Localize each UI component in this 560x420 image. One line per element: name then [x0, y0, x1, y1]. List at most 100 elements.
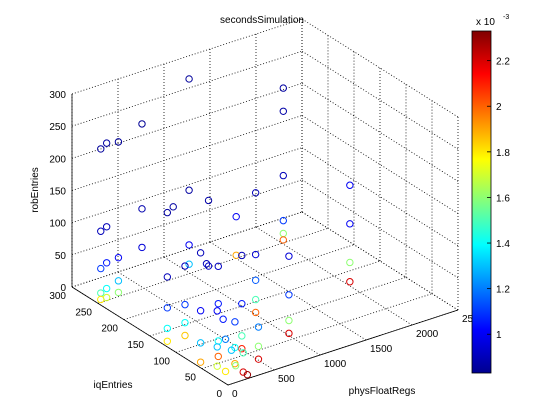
- scatter-point: [102, 293, 111, 302]
- grid-line: [71, 82, 303, 159]
- x-axis-label: physFloatRegs: [349, 386, 416, 397]
- scatter-point: [196, 307, 205, 315]
- scatter-point: [196, 358, 205, 366]
- scatter-point: [251, 295, 260, 304]
- scatter-points: [97, 75, 354, 379]
- scatter-point: [254, 355, 263, 363]
- scatter-point: [238, 345, 246, 353]
- scatter-point: [279, 229, 287, 238]
- grid-line: [301, 82, 459, 182]
- scatter-point: [279, 216, 287, 225]
- scatter-point: [221, 367, 230, 376]
- grid-line: [301, 179, 459, 279]
- x-tick-label: 0: [232, 389, 238, 400]
- scatter-point: [285, 252, 293, 260]
- scatter-point: [231, 318, 239, 326]
- scatter-point: [138, 243, 146, 252]
- z-tick-label: 150: [49, 187, 66, 198]
- colorbar: 1 1.2 1.4 1.6 1.8 2 2.2: [471, 30, 510, 374]
- y-tick-label: 300: [49, 291, 66, 302]
- y-tick-label: 250: [75, 307, 92, 318]
- scatter-point: [213, 307, 221, 315]
- scatter-point: [279, 171, 287, 180]
- scatter-point: [232, 251, 240, 259]
- scatter-point: [279, 236, 287, 244]
- scatter-point: [196, 339, 205, 347]
- colorbar-tick-label: 2.2: [496, 57, 510, 68]
- grid-line: [71, 50, 303, 127]
- grid: [71, 18, 459, 386]
- scatter-point: [114, 253, 123, 262]
- y-tick-label: 0: [216, 389, 222, 400]
- grid-line: [71, 211, 303, 288]
- scatter-point: [114, 277, 123, 285]
- y-tick-label: 150: [127, 340, 144, 351]
- z-tick-label: 250: [49, 122, 66, 133]
- scatter-point: [163, 304, 172, 312]
- scatter-point: [214, 262, 222, 271]
- scatter-point: [214, 299, 222, 308]
- scatter-point: [181, 318, 189, 327]
- scatter-point: [202, 260, 211, 268]
- scatter-point: [251, 189, 260, 197]
- x-tick-label: 500: [278, 374, 295, 385]
- scatter-point: [181, 300, 189, 309]
- grid-line: [301, 211, 459, 311]
- colorbar-tick-label: 2: [496, 102, 502, 113]
- grid-line: [301, 147, 459, 247]
- x-tick-label: 1500: [370, 344, 393, 355]
- z-axis-label: robEntries: [30, 167, 41, 213]
- scatter-point: [232, 212, 240, 221]
- scatter-point: [163, 273, 172, 281]
- scatter-point: [254, 323, 263, 331]
- axes: [71, 94, 459, 386]
- colorbar-tick-label: 1.6: [496, 193, 510, 204]
- scatter-point: [285, 329, 293, 338]
- grid-line: [71, 179, 303, 256]
- scatter-point: [251, 308, 260, 317]
- scatter-point: [231, 361, 240, 370]
- scatter-point: [238, 300, 246, 308]
- scatter-point: [97, 145, 105, 153]
- grid-line: [255, 226, 413, 326]
- grid-line: [301, 115, 459, 214]
- grid-line: [201, 293, 433, 370]
- x-tick-label: 2000: [416, 329, 439, 340]
- scatter-point: [254, 342, 263, 351]
- scatter-point: [97, 264, 105, 273]
- scatter-point: [227, 346, 236, 354]
- x-tick-label: 1000: [324, 359, 347, 370]
- z-tick-label: 100: [49, 219, 66, 230]
- scatter-point: [181, 262, 189, 270]
- scatter-point: [285, 316, 293, 325]
- colorbar-tick-label: 1.4: [496, 239, 510, 250]
- scatter-point: [204, 262, 213, 270]
- scatter-point: [185, 75, 193, 83]
- grid-line: [175, 276, 407, 353]
- scatter-point: [185, 241, 193, 249]
- grid-line: [123, 244, 355, 321]
- z-tick-label: 0: [60, 283, 66, 294]
- grid-line: [301, 18, 459, 118]
- scatter-point: [346, 220, 354, 228]
- tick-labels: 0500100015002000250005010015020025030005…: [49, 90, 484, 400]
- scatter-point: [196, 249, 205, 257]
- scatter-point: [251, 250, 260, 259]
- scatter-point: [102, 259, 111, 267]
- scatter-point: [114, 288, 123, 297]
- scatter-point: [221, 335, 230, 343]
- grid-line: [71, 18, 303, 95]
- colorbar-tick-label: 1.8: [496, 148, 510, 159]
- scatter-point: [213, 362, 221, 370]
- scatter-point: [285, 291, 293, 299]
- scatter-point: [163, 337, 172, 345]
- colorbar-tick-label: 1.2: [496, 285, 510, 296]
- grid-line: [71, 147, 303, 224]
- scatter-point: [163, 324, 172, 333]
- scatter-point: [251, 276, 260, 284]
- scatter-point: [346, 258, 354, 267]
- scatter-point: [279, 107, 287, 115]
- scatter-point: [181, 331, 189, 340]
- chart-title: secondsSimulation: [220, 15, 304, 26]
